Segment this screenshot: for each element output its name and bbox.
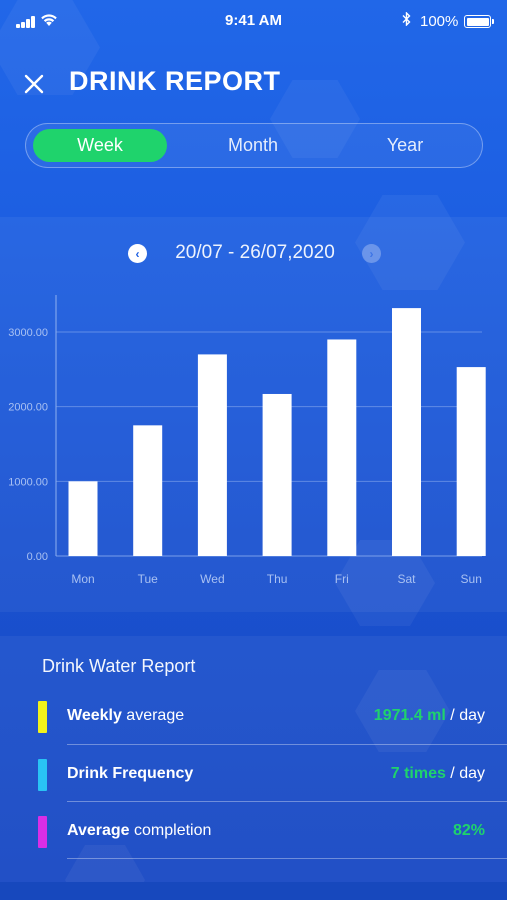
tab-month[interactable]: Month	[227, 135, 279, 155]
page-title: DRINK REPORT	[69, 66, 281, 96]
chevron-right-icon: ›	[369, 246, 374, 261]
row-value: 82%	[452, 822, 485, 839]
bluetooth-icon	[402, 11, 411, 29]
report-title: Drink Water Report	[42, 656, 196, 676]
report-panel	[0, 636, 507, 882]
chevron-left-icon: ‹	[135, 246, 140, 261]
divider	[67, 744, 507, 745]
bar-sun[interactable]	[456, 367, 486, 556]
hexagon-decoration	[355, 195, 465, 290]
bar-fri[interactable]	[327, 339, 357, 556]
divider	[67, 858, 507, 859]
tab-year[interactable]: Year	[386, 135, 424, 155]
bar-sat[interactable]	[392, 308, 421, 556]
report-row-weekly-average: Weekly average 1971.4 ml / day	[38, 697, 485, 737]
signal-icon	[16, 16, 36, 28]
x-tick-label: Fri	[335, 572, 349, 586]
x-tick-label: Thu	[267, 572, 288, 586]
hexagon-decoration	[355, 670, 450, 752]
next-week-button[interactable]: ›	[362, 244, 381, 263]
color-indicator	[38, 701, 47, 733]
wifi-icon	[41, 14, 57, 26]
status-bar: 9:41 AM 100%	[0, 0, 507, 44]
row-label: Average completion	[67, 822, 212, 839]
drink-bar-chart: 0.00 1000.00 2000.00 3000.00 Mon Tue Wed Thu Fri…	[8, 295, 486, 586]
x-tick-label: Sat	[397, 572, 416, 586]
report-row-average-completion: Average completion 82%	[38, 812, 485, 852]
status-time: 9:41 AM	[225, 12, 282, 29]
y-tick-label: 2000.00	[8, 402, 48, 414]
bar-wed[interactable]	[197, 354, 227, 556]
tab-week[interactable]: Week	[33, 129, 167, 162]
date-range-selector: ‹ 20/07 - 26/07,2020 ›	[0, 240, 507, 266]
y-tick-label: 3000.00	[8, 327, 48, 339]
close-button[interactable]	[20, 70, 48, 98]
hexagon-decoration	[270, 80, 360, 158]
x-tick-label: Tue	[138, 572, 159, 586]
period-tabs: Week Month Year	[25, 123, 483, 168]
report-row-drink-frequency: Drink Frequency 7 times / day	[38, 755, 485, 795]
bottom-strip	[0, 882, 507, 900]
divider	[67, 801, 507, 802]
bar-tue[interactable]	[133, 425, 163, 556]
color-indicator	[38, 759, 47, 791]
y-tick-label: 1000.00	[8, 476, 48, 488]
battery-percent: 100%	[420, 13, 459, 30]
row-label: Drink Frequency	[67, 765, 194, 782]
x-tick-label: Wed	[200, 572, 224, 586]
bar-thu[interactable]	[262, 393, 292, 556]
row-value: 1971.4 ml / day	[373, 707, 485, 724]
close-icon	[24, 74, 44, 94]
x-tick-label: Mon	[71, 572, 94, 586]
battery-icon	[464, 15, 494, 28]
row-value: 7 times / day	[390, 765, 485, 782]
previous-week-button[interactable]: ‹	[128, 244, 147, 263]
color-indicator	[38, 816, 47, 848]
date-range-label: 20/07 - 26/07,2020	[175, 242, 335, 263]
row-label: Weekly average	[67, 707, 185, 724]
y-tick-label: 0.00	[27, 551, 48, 563]
x-tick-label: Sun	[461, 572, 482, 586]
bar-mon[interactable]	[68, 481, 98, 556]
